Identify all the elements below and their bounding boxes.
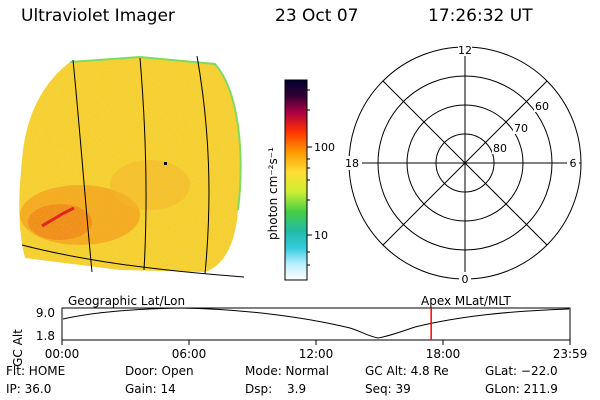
dsp-status-value: 3.9 [287,382,307,396]
x-tick-1200: 12:00 [299,347,334,361]
mlt-label-18: 18 [345,157,359,170]
colorbar-tick-10: 10 [314,229,328,242]
timeline-frame [61,307,571,341]
altitude-curve [62,307,570,339]
mlat-label-80: 80 [493,142,507,155]
observation-date: 23 Oct 07 [275,6,359,26]
filter-status: Flt: HOME [6,364,66,378]
orbit-altitude-timeline: GC Alt 9.0 1.8 00:00 06:00 12:00 18:00 2… [11,306,588,367]
x-tick-2359: 23:59 [553,347,588,361]
gc-alt-axis-label: GC Alt [11,329,25,367]
door-status: Door: Open [125,364,194,378]
mlt-label-6: 6 [570,157,577,170]
uv-disk [19,57,241,272]
glon-status: GLon: 211.9 [485,382,558,396]
colorbar-tick-100: 100 [314,141,335,154]
instrument-title: Ultraviolet Imager [21,6,175,26]
seq-status: Seq: 39 [365,382,411,396]
mlt-label-0: 0 [462,273,469,286]
colorbar: 100 10 photon cm⁻²s⁻¹ [266,79,335,281]
gc-alt-status: GC Alt: 4.8 Re [365,364,449,378]
polar-plot: 12 6 0 18 60 70 80 [342,44,582,286]
y-tick-9: 9.0 [36,306,55,320]
x-tick-0600: 06:00 [172,347,207,361]
ip-status: IP: 36.0 [6,382,52,396]
apex-mlat-mlt-label: Apex MLat/MLT [421,294,511,308]
disk-limb [69,55,242,211]
geographic-grid [21,55,245,278]
y-tick-1-8: 1.8 [36,329,55,343]
dsp-status-label: Dsp: [245,382,273,396]
polar-grid [348,46,582,280]
mlt-label-12: 12 [458,44,472,57]
geographic-latlon-label: Geographic Lat/Lon [68,294,186,308]
mlat-label-60: 60 [535,100,549,113]
x-tick-1800: 18:00 [426,347,461,361]
mode-status: Mode: Normal [245,364,329,378]
earth-uv-image [19,55,245,278]
observation-time: 17:26:32 UT [428,6,533,26]
mlat-label-70: 70 [514,122,528,135]
x-tick-0000: 00:00 [45,347,80,361]
gain-status: Gain: 14 [125,382,176,396]
glat-status: GLat: −22.0 [485,364,558,378]
colorbar-unit-label: photon cm⁻²s⁻¹ [266,147,280,240]
